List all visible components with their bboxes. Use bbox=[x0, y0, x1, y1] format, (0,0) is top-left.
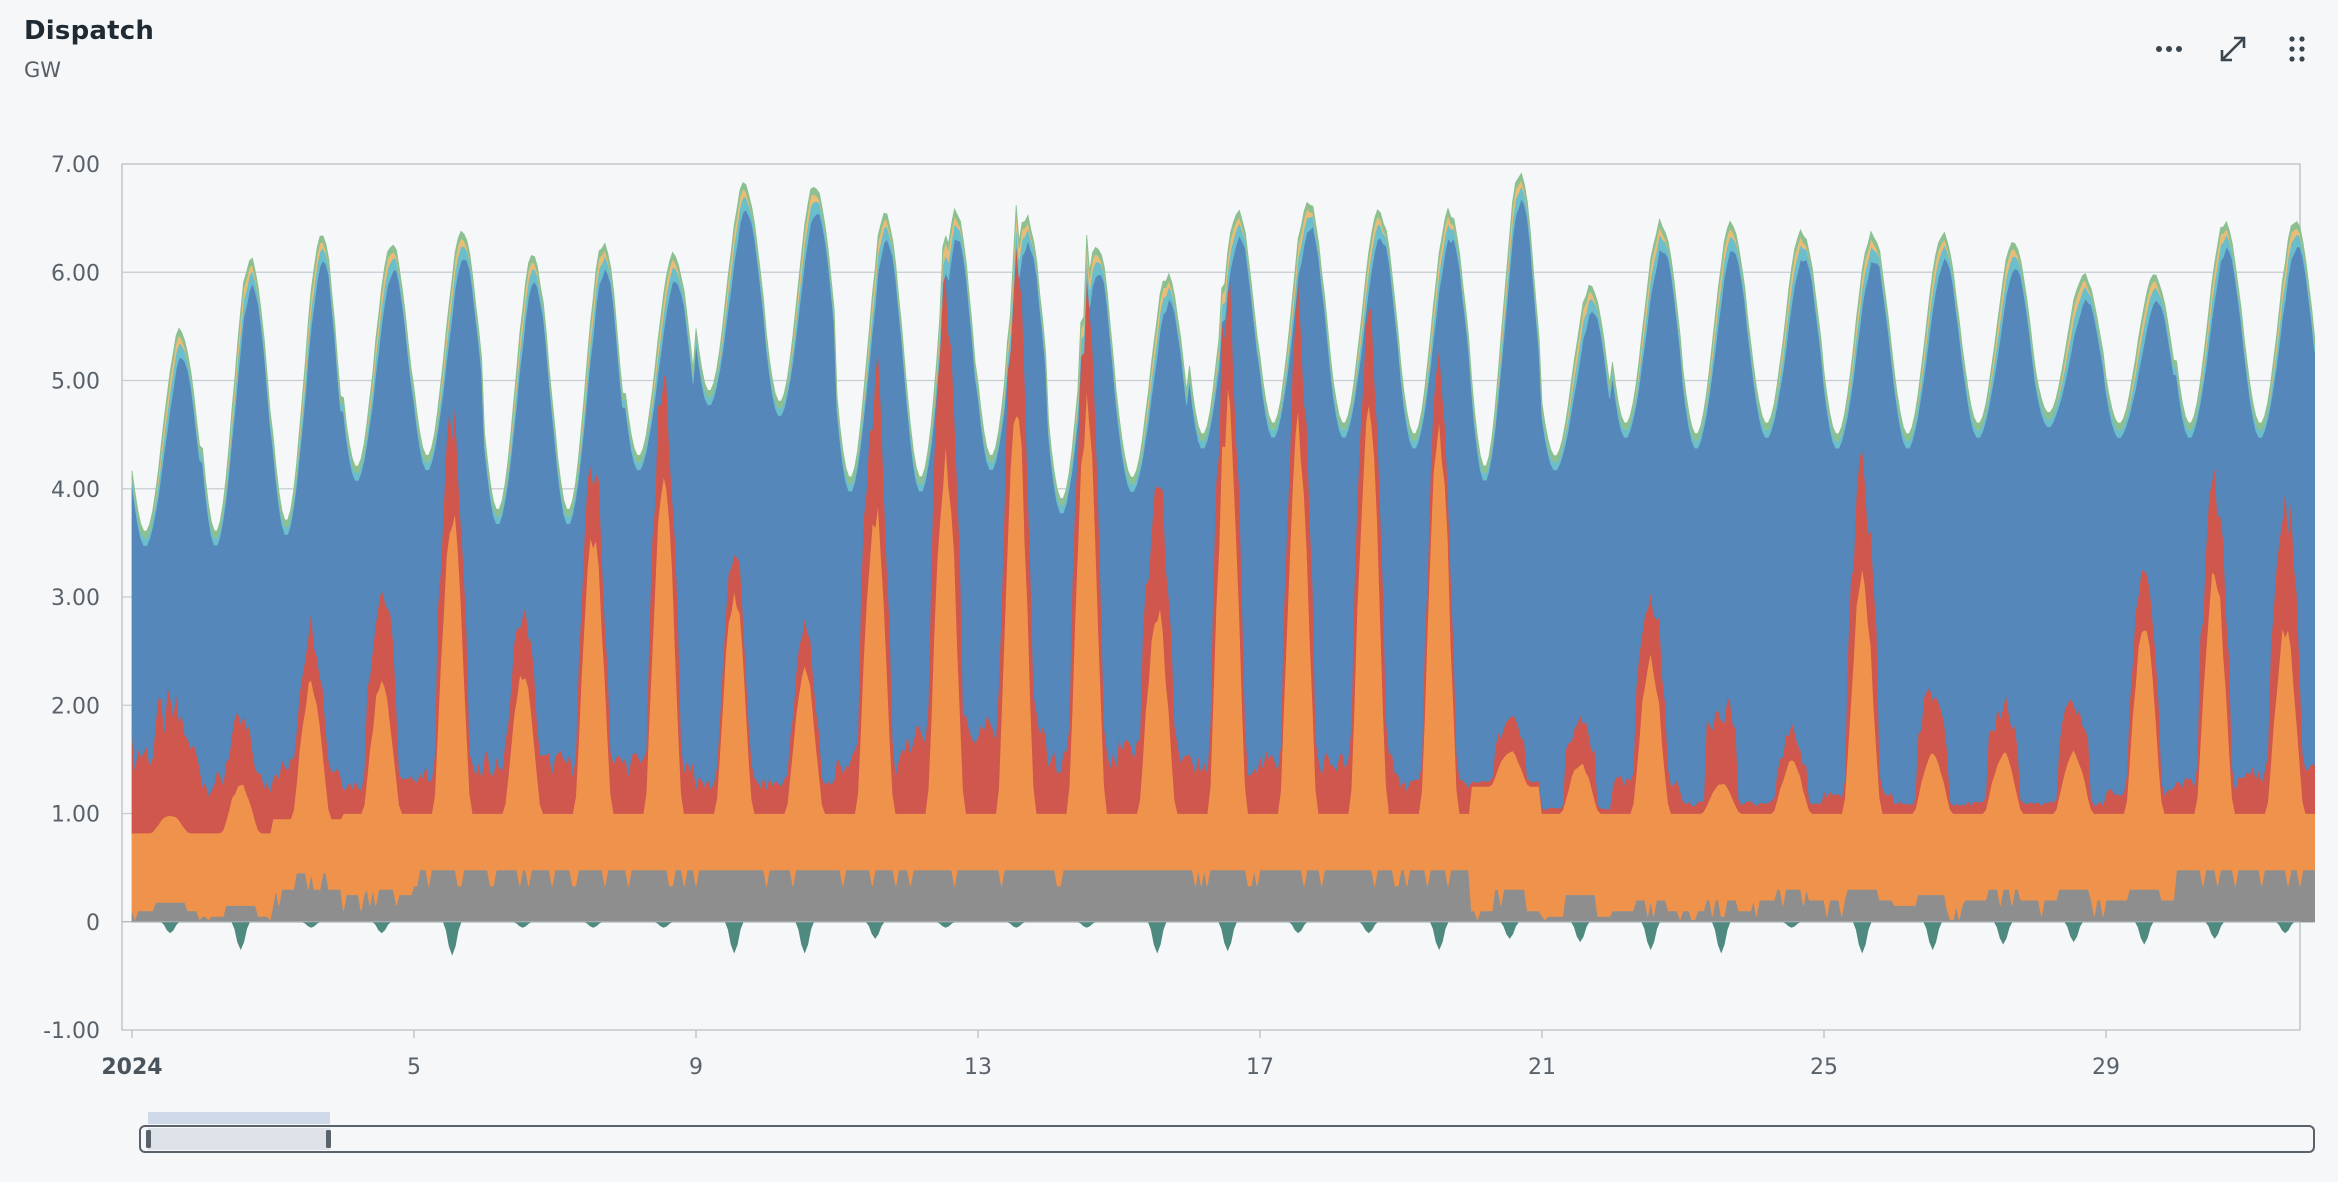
x-tick-label: 25 bbox=[1810, 1055, 1838, 1080]
y-tick-label: 7.00 bbox=[51, 153, 100, 178]
navigator-window-tab bbox=[148, 1112, 330, 1124]
navigator-handle[interactable] bbox=[326, 1130, 331, 1148]
navigator-handle[interactable] bbox=[146, 1130, 151, 1148]
x-tick-label: 2024 bbox=[101, 1055, 162, 1080]
stacked-areas bbox=[131, 172, 2315, 956]
more-icon bbox=[2156, 46, 2182, 52]
navigator-track bbox=[139, 1125, 2315, 1153]
chart-header: Dispatch GW bbox=[24, 16, 154, 82]
series-other bbox=[131, 172, 2315, 539]
y-tick-label: 3.00 bbox=[51, 586, 100, 611]
x-tick-label: 21 bbox=[1528, 1055, 1556, 1080]
y-tick-label: 6.00 bbox=[51, 261, 100, 286]
y-tick-label: 2.00 bbox=[51, 694, 100, 719]
y-tick-label: 0 bbox=[86, 911, 100, 936]
drag-handle-icon bbox=[2289, 36, 2305, 62]
expand-icon bbox=[2220, 36, 2246, 62]
y-tick-label: 5.00 bbox=[51, 370, 100, 395]
series-battery bbox=[132, 921, 2315, 956]
x-tick-label: 17 bbox=[1246, 1055, 1274, 1080]
navigator-window bbox=[148, 1128, 330, 1150]
chart-unit: GW bbox=[24, 58, 62, 82]
drag-handle[interactable] bbox=[2278, 30, 2316, 68]
more-options-button[interactable] bbox=[2150, 30, 2188, 68]
x-tick-label: 5 bbox=[407, 1055, 421, 1080]
y-tick-label: 1.00 bbox=[51, 803, 100, 828]
chart-toolbar bbox=[2150, 30, 2316, 68]
x-tick-label: 29 bbox=[2092, 1055, 2120, 1080]
x-tick-label: 9 bbox=[689, 1055, 703, 1080]
y-tick-label: 4.00 bbox=[51, 478, 100, 503]
x-tick-label: 13 bbox=[964, 1055, 992, 1080]
y-tick-label: -1.00 bbox=[43, 1019, 100, 1044]
range-navigator[interactable] bbox=[139, 1112, 2315, 1153]
chart-title: Dispatch bbox=[24, 16, 155, 46]
axes: -1.00 0 1.00 2.00 3.00 4.00 5.00 6.00 7.00 2024 5 9… bbox=[43, 153, 2300, 1080]
expand-button[interactable] bbox=[2214, 30, 2252, 68]
